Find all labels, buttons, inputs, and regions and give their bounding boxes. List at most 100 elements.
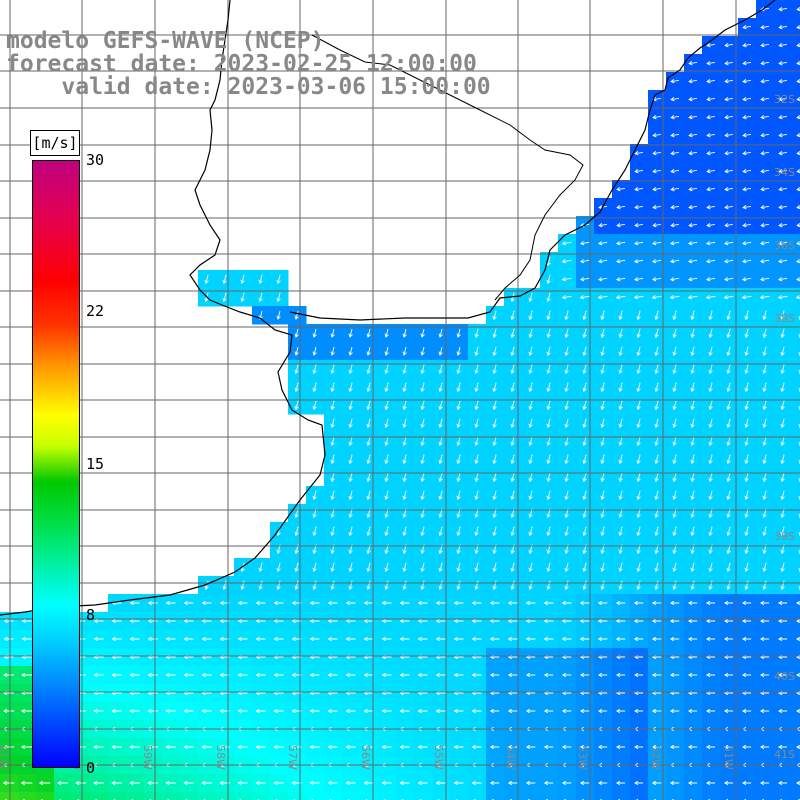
wind-arrow: [294, 382, 299, 393]
wind-arrow: [528, 580, 533, 591]
wind-arrow: [273, 672, 284, 678]
wind-arrow: [760, 205, 769, 210]
wind-arrow: [222, 292, 227, 303]
wind-arrow: [327, 636, 338, 642]
wind-arrow: [762, 418, 767, 429]
wind-arrow: [384, 454, 389, 465]
lon-label: 59W: [141, 745, 154, 770]
wind-arrow: [276, 274, 281, 285]
wind-arrow: [634, 744, 644, 750]
wind-arrow: [456, 472, 461, 483]
wind-arrow: [597, 780, 608, 786]
wind-arrow: [312, 364, 317, 375]
wind-arrow: [417, 744, 428, 750]
lon-label: 52W: [649, 745, 662, 770]
wind-arrow: [507, 618, 518, 624]
wind-arrow: [762, 580, 767, 591]
wind-arrow: [795, 295, 800, 300]
wind-arrow: [348, 418, 353, 429]
wind-arrow: [366, 328, 371, 338]
wind-arrow: [669, 744, 680, 750]
wind-arrow: [762, 328, 767, 339]
wind-arrow: [615, 277, 626, 282]
wind-arrow: [742, 636, 752, 642]
wind-arrow: [762, 310, 767, 321]
wind-arrow: [366, 454, 371, 465]
wind-arrow: [453, 600, 464, 606]
wind-arrow: [616, 187, 625, 192]
wind-arrow: [670, 169, 679, 174]
wind-arrow: [129, 600, 140, 606]
wind-arrow: [654, 562, 659, 573]
wind-arrow: [399, 600, 410, 606]
wind-arrow: [616, 744, 626, 750]
speed-cell: [792, 126, 800, 145]
wind-arrow: [129, 636, 140, 642]
speed-cell: [630, 792, 649, 800]
wind-arrow: [762, 526, 767, 537]
wind-arrow: [345, 618, 356, 624]
wind-arrow: [3, 618, 14, 624]
wind-arrow: [688, 133, 697, 138]
speed-cell: [576, 792, 595, 800]
wind-arrow: [561, 600, 572, 606]
wind-arrow: [237, 600, 248, 606]
wind-arrow: [183, 744, 194, 750]
wind-arrow: [453, 708, 464, 714]
wind-arrow: [492, 526, 497, 537]
speed-cell: [792, 540, 800, 559]
wind-arrow: [129, 780, 140, 786]
wind-arrow: [618, 436, 623, 447]
wind-arrow: [744, 418, 749, 429]
wind-arrow: [616, 223, 625, 228]
wind-arrow: [618, 454, 623, 465]
wind-arrow: [330, 580, 335, 591]
wind-arrow: [778, 97, 787, 102]
wind-arrow: [742, 223, 751, 228]
speed-cell: [450, 792, 469, 800]
wind-arrow: [796, 708, 800, 714]
wind-arrow: [780, 418, 785, 429]
wind-arrow: [690, 364, 695, 375]
wind-arrow: [687, 636, 698, 642]
wind-arrow: [706, 780, 716, 786]
wind-arrow: [618, 328, 623, 339]
wind-arrow: [705, 241, 716, 246]
wind-arrow: [582, 346, 587, 357]
wind-arrow: [255, 744, 266, 750]
wind-arrow: [652, 151, 661, 156]
wind-arrow: [724, 636, 734, 642]
wind-arrow: [312, 382, 317, 393]
wind-arrow: [651, 277, 662, 282]
wind-arrow: [579, 277, 590, 282]
wind-arrow: [778, 636, 788, 642]
wind-arrow: [669, 295, 680, 300]
wind-arrow: [546, 310, 551, 321]
speed-cell: [792, 180, 800, 199]
wind-arrow: [796, 25, 800, 30]
wind-arrow: [688, 151, 697, 156]
wind-arrow: [687, 241, 698, 246]
wind-arrow: [399, 672, 410, 678]
wind-arrow: [438, 382, 443, 393]
wind-arrow: [744, 580, 749, 591]
lon-label: 61W: [0, 745, 9, 770]
wind-arrow: [706, 600, 716, 606]
speed-cell: [792, 702, 800, 721]
wind-arrow: [705, 295, 716, 300]
wind-arrow: [330, 364, 335, 375]
wind-arrow: [348, 472, 353, 483]
wind-arrow: [330, 454, 335, 465]
wind-arrow: [183, 708, 194, 714]
wind-arrow: [780, 490, 785, 501]
wind-arrow: [183, 618, 194, 624]
wind-arrow: [348, 580, 353, 591]
wind-arrow: [796, 43, 800, 48]
wind-arrow: [723, 295, 734, 300]
wind-arrow: [348, 526, 353, 537]
wind-arrow: [687, 744, 698, 750]
wind-arrow: [741, 277, 752, 282]
wind-arrow: [744, 472, 749, 483]
wind-arrow: [705, 259, 716, 264]
speed-cell: [234, 792, 253, 800]
